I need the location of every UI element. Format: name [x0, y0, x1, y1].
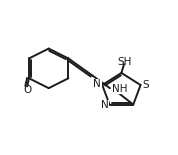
- Text: N: N: [101, 100, 109, 110]
- Text: SH: SH: [118, 57, 132, 66]
- Text: NH: NH: [112, 84, 127, 94]
- Text: N: N: [93, 79, 101, 89]
- Text: S: S: [142, 80, 149, 90]
- Text: O: O: [23, 85, 31, 95]
